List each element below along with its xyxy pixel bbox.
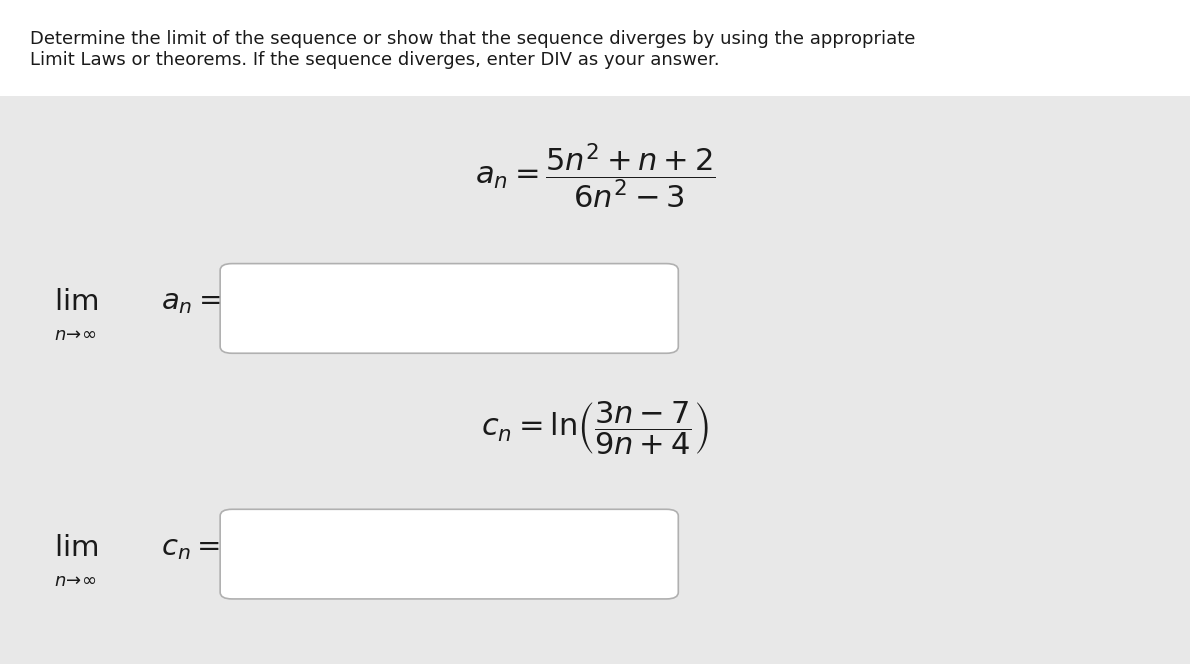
FancyBboxPatch shape	[0, 0, 1190, 96]
Text: $\lim$: $\lim$	[54, 288, 98, 316]
Text: $\lim$: $\lim$	[54, 534, 98, 562]
Text: $a_n = \dfrac{5n^2 + n + 2}{6n^2 - 3}$: $a_n = \dfrac{5n^2 + n + 2}{6n^2 - 3}$	[475, 141, 715, 210]
FancyBboxPatch shape	[0, 96, 1190, 664]
FancyBboxPatch shape	[220, 264, 678, 353]
Text: Determine the limit of the sequence or show that the sequence diverges by using : Determine the limit of the sequence or s…	[30, 30, 915, 68]
Text: $c_n = \ln\!\left(\dfrac{3n - 7}{9n + 4}\right)$: $c_n = \ln\!\left(\dfrac{3n - 7}{9n + 4}…	[481, 400, 709, 457]
Text: $a_n =$: $a_n =$	[161, 288, 221, 316]
Text: $c_n =$: $c_n =$	[161, 534, 219, 562]
FancyBboxPatch shape	[220, 509, 678, 599]
Text: $n\!\to\!\infty$: $n\!\to\!\infty$	[54, 572, 96, 590]
Text: $n\!\to\!\infty$: $n\!\to\!\infty$	[54, 326, 96, 345]
